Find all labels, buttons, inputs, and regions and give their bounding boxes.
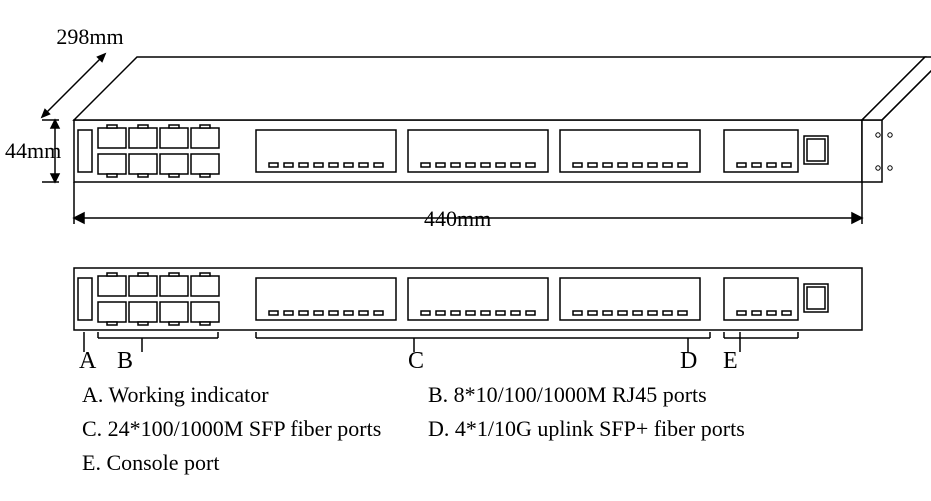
legend-E: E. Console port xyxy=(82,450,220,475)
legend-C: C. 24*100/1000M SFP fiber ports xyxy=(82,416,381,441)
dim-width: 440mm xyxy=(424,206,491,231)
legend-D: D. 4*1/10G uplink SFP+ fiber ports xyxy=(428,416,745,441)
legend-A: A. Working indicator xyxy=(82,382,269,407)
callout-A: A xyxy=(79,348,97,374)
dim-depth: 298mm xyxy=(56,24,123,49)
callout-D: D xyxy=(680,348,697,374)
callout-B: B xyxy=(117,348,133,374)
legend-B: B. 8*10/100/1000M RJ45 ports xyxy=(428,382,707,407)
dim-height: 44mm xyxy=(5,138,61,163)
diagram-svg: 298mm 44mm 440mm AB C DE A. Working indicator B… xyxy=(0,0,931,501)
callout-C: C xyxy=(408,348,424,374)
callout-E: E xyxy=(723,348,738,374)
